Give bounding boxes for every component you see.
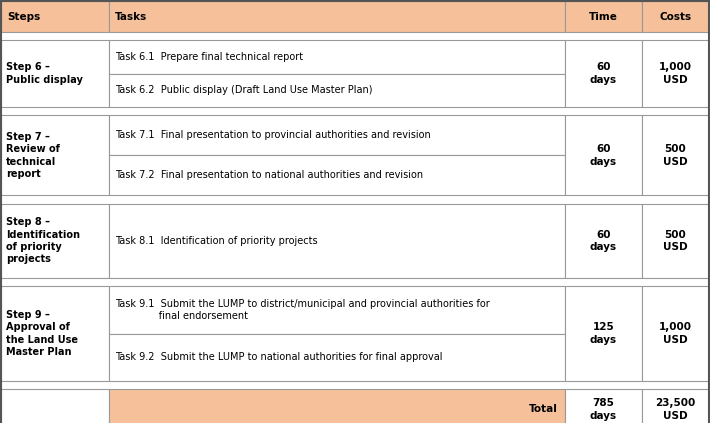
Bar [565, 40, 642, 107]
Text: Steps: Steps [7, 12, 40, 22]
Text: 125
days: 125 days [590, 322, 617, 345]
Bar [1, 115, 109, 195]
Bar [109, 115, 565, 155]
Text: Step 8 –
Identification
of priority
projects: Step 8 – Identification of priority proj… [6, 217, 80, 264]
Text: 60
days: 60 days [590, 63, 617, 85]
Text: Task 6.2  Public display (Draft Land Use Master Plan): Task 6.2 Public display (Draft Land Use … [114, 85, 372, 95]
Text: Task 9.2  Submit the LUMP to national authorities for final approval: Task 9.2 Submit the LUMP to national aut… [114, 352, 442, 362]
Bar [1, 203, 109, 278]
Text: 1,000
USD: 1,000 USD [659, 322, 692, 345]
Bar [109, 2, 565, 32]
Text: Task 7.1  Final presentation to provincial authorities and revision: Task 7.1 Final presentation to provincia… [114, 130, 430, 140]
Bar [565, 203, 642, 278]
Bar [1, 2, 109, 32]
Bar [642, 2, 709, 32]
Text: Costs: Costs [660, 12, 692, 22]
Text: 500
USD: 500 USD [663, 144, 688, 167]
Bar [1, 40, 109, 107]
Text: Step 6 –
Public display: Step 6 – Public display [6, 63, 83, 85]
Text: 1,000
USD: 1,000 USD [659, 63, 692, 85]
Bar [565, 389, 642, 423]
Bar [565, 286, 642, 381]
Bar [642, 203, 709, 278]
Text: Total: Total [528, 404, 557, 414]
Bar [565, 115, 642, 195]
Text: Task 8.1  Identification of priority projects: Task 8.1 Identification of priority proj… [114, 236, 317, 246]
Bar [642, 40, 709, 107]
Bar [1, 286, 109, 381]
Bar [565, 2, 642, 32]
Text: Task 9.1  Submit the LUMP to district/municipal and provincial authorities for
 : Task 9.1 Submit the LUMP to district/mun… [114, 299, 489, 321]
Text: 60
days: 60 days [590, 144, 617, 167]
Bar [642, 389, 709, 423]
Bar [1, 389, 109, 423]
Text: Tasks: Tasks [114, 12, 147, 22]
Bar [109, 74, 565, 107]
Text: 60
days: 60 days [590, 230, 617, 252]
Text: 23,500
USD: 23,500 USD [655, 398, 696, 420]
Text: Task 7.2  Final presentation to national authorities and revision: Task 7.2 Final presentation to national … [114, 170, 422, 181]
Bar [642, 115, 709, 195]
Bar [642, 286, 709, 381]
Bar [109, 286, 565, 333]
Text: 500
USD: 500 USD [663, 230, 688, 252]
Text: 785
days: 785 days [590, 398, 617, 420]
Bar [109, 203, 565, 278]
Bar [109, 389, 565, 423]
Bar [109, 155, 565, 195]
Bar [109, 333, 565, 381]
Text: Task 6.1  Prepare final technical report: Task 6.1 Prepare final technical report [114, 52, 302, 62]
Bar [109, 40, 565, 74]
Text: Step 9 –
Approval of
the Land Use
Master Plan: Step 9 – Approval of the Land Use Master… [6, 310, 78, 357]
Text: Step 7 –
Review of
technical
report: Step 7 – Review of technical report [6, 132, 60, 179]
Text: Time: Time [589, 12, 618, 22]
